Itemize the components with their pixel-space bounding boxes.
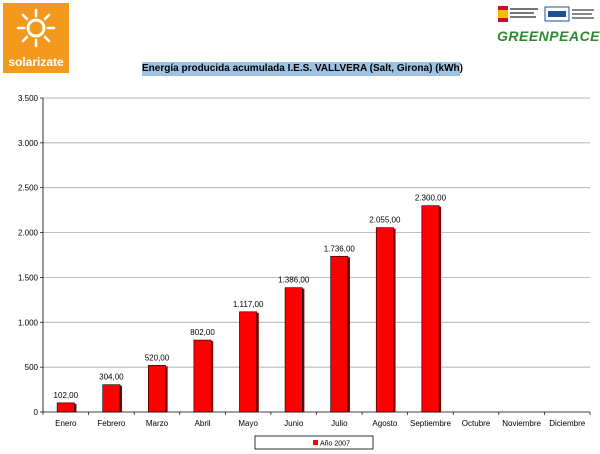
- solarizate-logo-text: solarizate: [8, 55, 64, 69]
- x-tick-label: Junio: [284, 419, 304, 428]
- sun-icon: [16, 8, 56, 48]
- bar-value-label: 1.117,00: [233, 300, 264, 309]
- y-tick-label: 2.000: [18, 229, 39, 238]
- data-labels: 102,00 304,00 520,00 802,00 1.117,00 1.386,00…: [54, 194, 447, 400]
- bar-value-label: 304,00: [99, 373, 124, 382]
- x-tick-label: Septiembre: [410, 419, 451, 428]
- bar-value-label: 520,00: [145, 353, 170, 362]
- y-tick-label: 3.500: [18, 94, 39, 103]
- bar: [193, 339, 212, 413]
- x-tick-label: Mayo: [238, 419, 258, 428]
- bars: [56, 205, 442, 413]
- bar: [421, 205, 440, 413]
- y-tick-label: 0: [34, 408, 39, 417]
- bar-value-label: 1.736,00: [324, 244, 356, 253]
- bar: [56, 402, 75, 413]
- greenpeace-logo: GREENPEACE: [497, 28, 600, 44]
- x-tick-label: Noviembre: [502, 419, 541, 428]
- bar: [102, 384, 121, 413]
- y-tick-label: 3.000: [18, 139, 39, 148]
- x-tick-label: Enero: [55, 419, 77, 428]
- bar-value-label: 1.386,00: [278, 276, 310, 285]
- x-tick-label: Marzo: [146, 419, 169, 428]
- x-tick-label: Julio: [331, 419, 348, 428]
- bar-value-label: 102,00: [54, 391, 79, 400]
- y-tick-label: 500: [25, 363, 39, 372]
- x-tick-label: Abril: [195, 419, 211, 428]
- legend: Año 2007: [254, 435, 374, 450]
- chart-title: Energía producida acumulada I.E.S. VALLV…: [142, 62, 463, 76]
- x-tick-label: Octubre: [462, 419, 491, 428]
- gridlines: [43, 97, 590, 368]
- bar: [375, 227, 394, 413]
- bar-value-label: 2.055,00: [369, 216, 401, 225]
- bar: [330, 255, 349, 413]
- solarizate-logo: solarizate: [3, 3, 69, 73]
- bar-value-label: 802,00: [190, 328, 215, 337]
- bar: [147, 365, 166, 413]
- legend-swatch: [313, 440, 318, 445]
- bar: [284, 287, 303, 413]
- y-tick-label: 1.500: [18, 273, 39, 282]
- axes: 0 500 1.000 1.500 2.000 2.500 3.000 3.500 Enero F…: [18, 94, 591, 428]
- legend-label: Año 2007: [320, 441, 350, 448]
- y-tick-label: 2.500: [18, 184, 39, 193]
- y-tick-label: 1.000: [18, 318, 39, 327]
- government-idae-logo: [498, 6, 594, 22]
- bar: [239, 311, 258, 413]
- x-tick-label: Febrero: [97, 419, 126, 428]
- x-tick-label: Agosto: [372, 419, 397, 428]
- x-tick-label: Diciembre: [549, 419, 586, 428]
- bar-value-label: 2.300,00: [415, 194, 447, 203]
